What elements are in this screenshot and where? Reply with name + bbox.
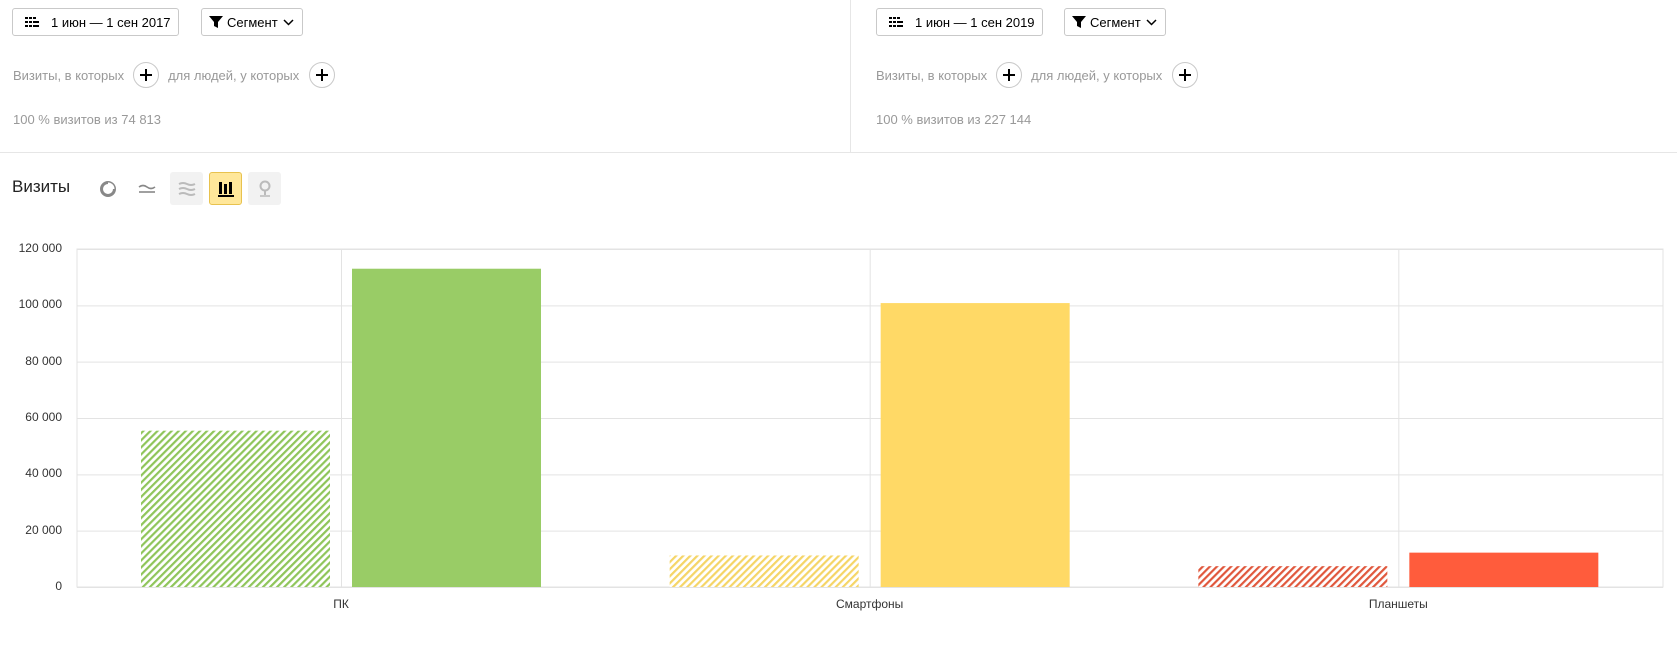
- bar-chart-icon: [217, 181, 234, 197]
- calendar-icon: [25, 17, 39, 27]
- plus-icon: [1179, 69, 1192, 81]
- y-tick-label: 60 000: [25, 410, 62, 424]
- x-tick-label: Планшеты: [1368, 597, 1428, 611]
- plus-icon: [1003, 69, 1016, 81]
- bar-period2-0[interactable]: [352, 268, 541, 587]
- segment-button[interactable]: Сегмент: [201, 8, 303, 36]
- filter-icon: [1072, 15, 1086, 29]
- date-range-label: 1 июн — 1 сен 2019: [915, 14, 1035, 30]
- visits-condition-label: Визиты, в которых: [876, 67, 988, 83]
- pie-view-button[interactable]: [91, 172, 124, 205]
- bar-period2-2[interactable]: [1409, 552, 1599, 587]
- segment-button[interactable]: Сегмент: [1064, 8, 1166, 36]
- date-range-button[interactable]: 1 июн — 1 сен 2019: [876, 8, 1043, 36]
- add-people-condition-button[interactable]: [309, 62, 336, 88]
- people-condition-label: для людей, у которых: [1031, 67, 1163, 83]
- calendar-icon: [889, 17, 903, 27]
- y-tick-label: 40 000: [25, 466, 62, 481]
- bar-period1-1[interactable]: [669, 555, 859, 587]
- visits-percent-text: 100 % визитов из 227 144: [876, 112, 1032, 127]
- plus-icon: [316, 69, 329, 81]
- x-tick-label: Смартфоны: [836, 597, 904, 611]
- segment-column-1: 1 июн — 1 сен 2017 Сегмент Визиты, в кот…: [0, 0, 851, 152]
- visit-conditions: Визиты, в которых для людей, у которых: [13, 60, 336, 90]
- chevron-down-icon: [1146, 18, 1157, 26]
- bar-period1-2[interactable]: [1198, 566, 1388, 587]
- bar-view-button[interactable]: [209, 172, 242, 205]
- y-tick-label: 80 000: [25, 353, 62, 368]
- map-pin-icon: [259, 180, 270, 197]
- line-chart-icon: [138, 184, 155, 193]
- line-view-button[interactable]: [130, 172, 163, 205]
- filter-icon: [209, 15, 223, 29]
- bar-period1-0[interactable]: [141, 430, 330, 587]
- people-condition-label: для людей, у которых: [168, 67, 300, 83]
- date-range-label: 1 июн — 1 сен 2017: [51, 14, 171, 30]
- segment-label: Сегмент: [227, 14, 278, 30]
- area-chart-icon: [178, 181, 195, 196]
- add-people-condition-button[interactable]: [1172, 62, 1199, 88]
- report-title: Визиты: [12, 177, 71, 196]
- visit-conditions: Визиты, в которых для людей, у которых: [876, 60, 1199, 90]
- visits-condition-label: Визиты, в которых: [13, 67, 125, 83]
- y-tick-label: 0: [55, 579, 62, 593]
- pie-chart-icon: [99, 180, 116, 197]
- y-tick-label: 100 000: [18, 297, 62, 312]
- y-tick-label: 120 000: [18, 241, 62, 255]
- x-tick-label: ПК: [333, 597, 349, 611]
- plus-icon: [140, 69, 153, 81]
- date-range-button[interactable]: 1 июн — 1 сен 2017: [12, 8, 179, 36]
- segments-panel: 1 июн — 1 сен 2017 Сегмент Визиты, в кот…: [0, 0, 1677, 153]
- add-visit-condition-button[interactable]: [996, 62, 1023, 88]
- segment-column-2: 1 июн — 1 сен 2019 Сегмент Визиты, в кот…: [851, 0, 1677, 152]
- y-tick-label: 20 000: [25, 522, 62, 537]
- area-view-button[interactable]: [170, 172, 203, 205]
- add-visit-condition-button[interactable]: [133, 62, 160, 88]
- bar-period2-1[interactable]: [880, 303, 1070, 587]
- map-view-button[interactable]: [248, 172, 281, 205]
- segment-label: Сегмент: [1090, 14, 1141, 30]
- visits-percent-text: 100 % визитов из 74 813: [13, 112, 162, 127]
- chevron-down-icon: [283, 18, 294, 26]
